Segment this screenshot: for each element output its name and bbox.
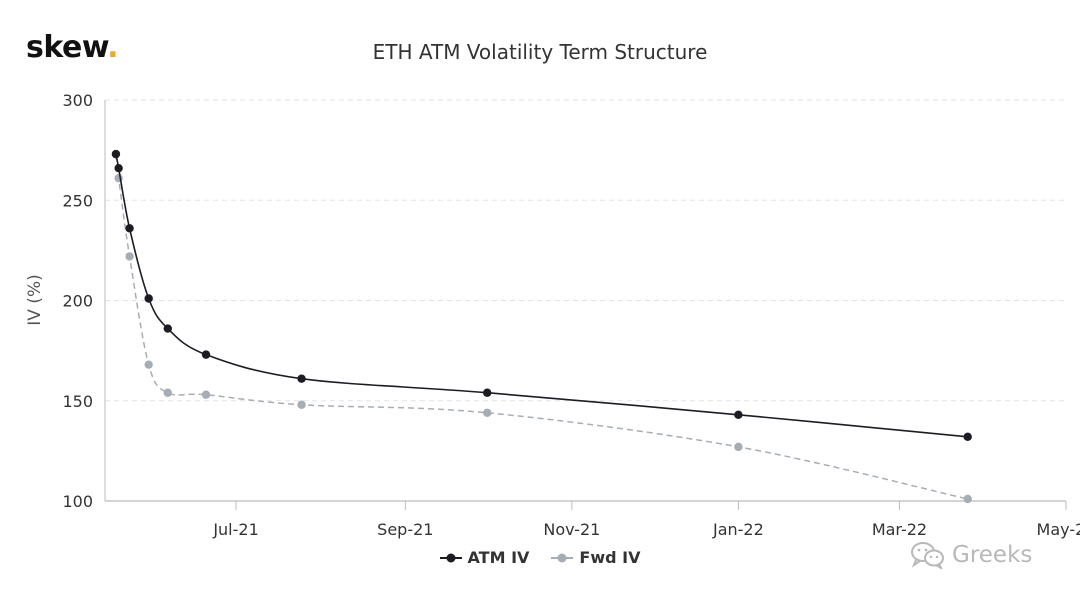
atm-iv-point	[297, 374, 306, 383]
watermark: Greeks	[910, 541, 1032, 569]
x-tick-label: Nov-21	[543, 520, 600, 539]
legend-swatch-marker	[557, 553, 567, 562]
legend-swatch-marker	[446, 553, 456, 562]
fwd-iv-point	[163, 388, 172, 397]
atm-iv-line	[115, 153, 968, 438]
fwd-iv-point	[144, 360, 153, 369]
fwd-iv-point	[963, 494, 972, 504]
x-tick-label: May-22	[1037, 520, 1080, 539]
y-tick-label: 100	[62, 492, 93, 511]
logo-text: skew	[26, 30, 108, 65]
y-tick-label: 200	[62, 292, 93, 311]
watermark-text: Greeks	[952, 542, 1033, 568]
x-tick-label: Jul-21	[212, 520, 258, 539]
atm-iv-point	[483, 388, 492, 397]
atm-iv-point	[114, 163, 123, 173]
legend-item[interactable]: Fwd IV	[551, 548, 640, 567]
atm-iv-point	[111, 149, 121, 159]
x-tick-label: Jan-22	[712, 520, 764, 539]
fwd-iv-line	[115, 154, 968, 500]
legend-item[interactable]: ATM IV	[439, 548, 530, 567]
skew-logo: skew.	[26, 30, 119, 65]
atm-iv-point	[963, 432, 972, 442]
y-tick-label: 150	[62, 392, 93, 411]
legend-label: ATM IV	[467, 548, 530, 567]
chart-legend: ATM IV Fwd IV	[0, 548, 1080, 567]
chart-title: ETH ATM Volatility Term Structure	[372, 40, 708, 64]
fwd-iv-point	[483, 408, 492, 417]
logo-dot: .	[107, 30, 119, 65]
legend-label: Fwd IV	[579, 548, 641, 567]
y-tick-label: 300	[62, 91, 93, 110]
x-tick-label: Sep-21	[377, 520, 433, 539]
y-tick-label: 250	[62, 191, 93, 210]
axes: 100 150 200 250 300 Jul-21 Sep-21 Nov-21 Jan-22 M…	[62, 91, 1080, 539]
grid-lines	[105, 99, 1066, 402]
atm-iv-point	[144, 294, 153, 303]
series-layer	[111, 149, 972, 504]
legend-swatch	[551, 553, 574, 562]
wechat-icon	[911, 542, 944, 569]
atm-iv-point	[201, 350, 211, 359]
legend-swatch	[439, 553, 462, 562]
fwd-iv-point	[201, 390, 211, 399]
x-tick-label: Mar-22	[872, 520, 927, 539]
atm-iv-point	[734, 410, 743, 419]
atm-iv-point	[163, 324, 172, 333]
fwd-iv-point	[734, 442, 743, 452]
atm-iv-point	[125, 224, 134, 233]
fwd-iv-point	[297, 400, 306, 409]
y-axis-label: IV (%)	[25, 274, 45, 325]
fwd-iv-point	[125, 252, 134, 261]
